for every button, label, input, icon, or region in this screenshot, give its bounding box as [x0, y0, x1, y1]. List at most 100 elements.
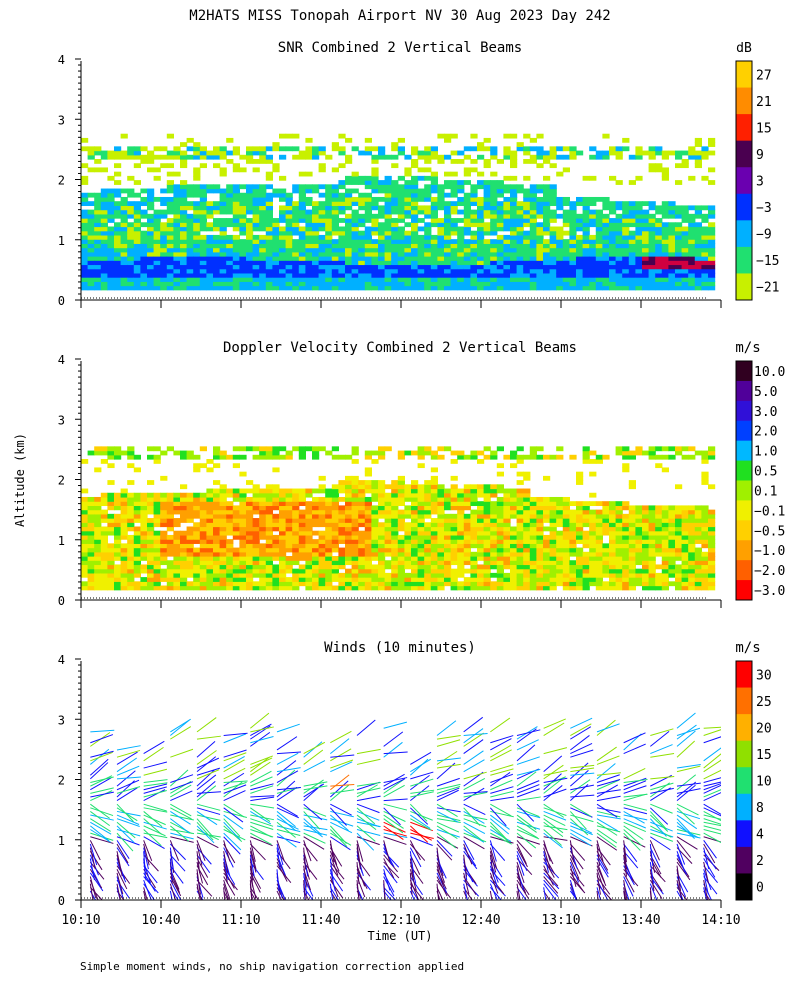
heatmap-cell: [338, 572, 346, 578]
heatmap-cell: [397, 509, 405, 515]
heatmap-cell: [331, 196, 339, 202]
heatmap-cell: [510, 285, 518, 291]
heatmap-cell: [536, 150, 544, 156]
heatmap-cell: [166, 501, 174, 507]
heatmap-cell: [285, 281, 293, 287]
heatmap-cell: [364, 243, 372, 249]
heatmap-cell: [318, 484, 326, 490]
heatmap-cell: [180, 281, 188, 287]
heatmap-cell: [529, 530, 537, 536]
heatmap-cell: [450, 150, 458, 156]
heatmap-cell: [648, 560, 656, 566]
heatmap-cell: [345, 251, 353, 257]
heatmap-cell: [213, 480, 221, 485]
heatmap-cell: [160, 281, 168, 287]
heatmap-cell: [140, 281, 148, 287]
heatmap-cell: [265, 530, 273, 536]
heatmap-cell: [417, 488, 425, 494]
heatmap-cell: [226, 268, 234, 274]
heatmap-cell: [219, 268, 227, 274]
heatmap-cell: [252, 146, 260, 152]
heatmap-cell: [549, 505, 557, 511]
heatmap-cell: [510, 463, 518, 469]
heatmap-cell: [589, 450, 597, 456]
heatmap-cell: [424, 539, 432, 544]
heatmap-cell: [305, 209, 313, 215]
heatmap-cell: [318, 547, 326, 553]
heatmap-cell: [536, 539, 544, 544]
heatmap-cell: [437, 268, 445, 274]
heatmap-cell: [153, 239, 161, 244]
heatmap-cell: [602, 560, 610, 566]
heatmap-cell: [345, 577, 353, 582]
heatmap-cell: [655, 585, 663, 591]
heatmap-cell: [556, 454, 564, 460]
heatmap-cell: [655, 251, 663, 257]
heatmap-cell: [444, 526, 452, 532]
heatmap-cell: [265, 277, 273, 282]
heatmap-cell: [622, 218, 630, 223]
heatmap-cell: [298, 218, 306, 223]
heatmap-cell: [272, 534, 280, 540]
heatmap-cell: [576, 585, 584, 591]
heatmap-cell: [285, 450, 293, 456]
heatmap-cell: [180, 205, 188, 211]
heatmap-cell: [655, 150, 663, 156]
heatmap-cell: [556, 505, 564, 511]
heatmap-cell: [595, 226, 603, 232]
heatmap-cell: [140, 564, 148, 570]
heatmap-cell: [331, 501, 339, 507]
heatmap-cell: [358, 234, 366, 240]
heatmap-cell: [450, 159, 458, 164]
wind-barb: [143, 779, 168, 784]
heatmap-cell: [147, 192, 155, 198]
heatmap-cell: [120, 230, 128, 236]
heatmap-cell: [305, 234, 313, 240]
heatmap-cell: [556, 534, 564, 540]
heatmap-cell: [648, 243, 656, 249]
heatmap-cell: [133, 234, 141, 240]
heatmap-cell: [173, 585, 181, 591]
heatmap-cell: [305, 188, 313, 194]
heatmap-cell: [477, 488, 485, 494]
heatmap-cell: [523, 577, 531, 582]
heatmap-cell: [166, 496, 174, 502]
heatmap-cell: [496, 285, 504, 291]
heatmap-cell: [391, 251, 399, 257]
heatmap-cell: [219, 518, 227, 523]
heatmap-cell: [318, 167, 326, 173]
heatmap-cell: [510, 175, 518, 181]
heatmap-cell: [576, 222, 584, 228]
heatmap-cell: [292, 551, 300, 557]
heatmap-cell: [107, 196, 115, 202]
heatmap-cell: [133, 213, 141, 219]
heatmap-cell: [470, 526, 478, 532]
heatmap-cell: [430, 175, 438, 181]
heatmap-cell: [430, 285, 438, 291]
heatmap-cell: [351, 264, 359, 270]
heatmap-cell: [536, 496, 544, 502]
heatmap-cell: [496, 539, 504, 544]
heatmap-cell: [364, 572, 372, 578]
heatmap-cell: [378, 534, 386, 540]
heatmap-cell: [543, 205, 551, 211]
heatmap-cell: [477, 184, 485, 190]
heatmap-cell: [358, 264, 366, 270]
heatmap-cell: [549, 184, 557, 190]
heatmap-cell: [160, 188, 168, 194]
heatmap-cell: [496, 251, 504, 257]
heatmap-cell: [529, 192, 537, 198]
wind-barb: [143, 829, 162, 847]
heatmap-cell: [259, 192, 267, 198]
heatmap-cell: [81, 496, 89, 502]
heatmap-cell: [252, 492, 260, 498]
heatmap-cell: [622, 201, 630, 207]
heatmap-cell: [536, 268, 544, 274]
heatmap-cell: [219, 226, 227, 232]
heatmap-cell: [622, 209, 630, 215]
heatmap-cell: [213, 256, 221, 261]
heatmap-cell: [483, 205, 491, 211]
heatmap-cell: [318, 260, 326, 266]
heatmap-cell: [358, 484, 366, 490]
heatmap-cell: [378, 234, 386, 240]
